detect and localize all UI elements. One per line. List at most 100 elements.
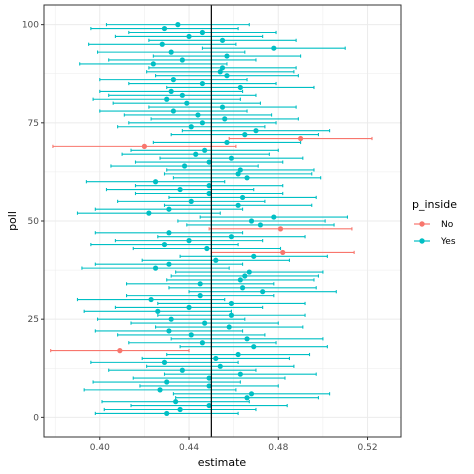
- estimate-point: [217, 363, 223, 369]
- estimate-point: [157, 387, 163, 393]
- estimate-point: [170, 77, 177, 83]
- estimate-point: [271, 214, 277, 220]
- estimate-point: [239, 194, 246, 201]
- estimate-point: [202, 320, 208, 326]
- estimate-point: [186, 33, 192, 40]
- estimate-point: [244, 395, 250, 401]
- estimate-point: [159, 41, 165, 47]
- y-tick-label: 75: [28, 119, 39, 129]
- estimate-point: [166, 328, 172, 334]
- estimate-point: [206, 183, 212, 189]
- legend: p_inside No Yes: [412, 198, 457, 247]
- estimate-point: [197, 281, 203, 287]
- estimate-point: [237, 84, 243, 91]
- estimate-point: [148, 296, 154, 303]
- estimate-point: [206, 375, 212, 381]
- estimate-point: [237, 277, 243, 283]
- estimate-point: [246, 269, 252, 275]
- estimate-point: [117, 348, 123, 354]
- legend-label-no: No: [441, 220, 454, 230]
- estimate-point: [228, 155, 235, 161]
- estimate-point: [206, 402, 212, 409]
- estimate-point: [164, 379, 170, 385]
- estimate-point: [219, 65, 226, 71]
- estimate-point: [166, 230, 172, 236]
- estimate-point: [193, 151, 199, 157]
- legend-key-no: No: [414, 220, 454, 230]
- estimate-point: [188, 198, 194, 204]
- y-tick-label: 50: [28, 217, 40, 227]
- legend-key-no-point: [419, 221, 425, 227]
- estimate-point: [251, 253, 257, 259]
- estimate-point: [251, 344, 257, 350]
- estimate-point: [173, 399, 179, 405]
- estimate-point: [166, 206, 172, 212]
- estimate-point: [177, 406, 183, 413]
- estimate-point: [199, 29, 206, 36]
- estimate-point: [164, 410, 170, 417]
- estimate-point: [184, 100, 190, 106]
- estimate-point: [195, 112, 201, 118]
- estimate-point: [224, 53, 230, 59]
- estimate-point: [152, 179, 159, 185]
- y-axis-title: poll: [6, 211, 19, 231]
- legend-key-yes-point: [419, 238, 425, 244]
- estimate-point: [199, 80, 206, 87]
- estimate-point: [248, 218, 255, 224]
- estimate-point: [179, 367, 185, 373]
- estimate-point: [257, 222, 264, 228]
- y-tick-label: 100: [22, 21, 39, 31]
- estimate-point: [237, 167, 243, 173]
- estimate-point: [181, 163, 188, 169]
- x-tick-label: 0.52: [358, 443, 378, 453]
- estimate-point: [297, 135, 304, 142]
- legend-key-yes: Yes: [414, 237, 456, 247]
- estimate-point: [206, 190, 212, 197]
- data-marks: [50, 5, 373, 437]
- estimate-point: [224, 139, 230, 146]
- estimate-point: [141, 143, 148, 149]
- estimate-point: [228, 234, 235, 240]
- estimate-point: [186, 304, 192, 310]
- estimate-point: [161, 241, 168, 248]
- estimate-point: [206, 159, 212, 165]
- legend-label-yes: Yes: [440, 237, 456, 247]
- estimate-point: [161, 25, 168, 32]
- estimate-point: [260, 289, 266, 295]
- estimate-point: [217, 69, 223, 75]
- estimate-point: [188, 124, 194, 130]
- estimate-point: [248, 391, 255, 397]
- legend-title: p_inside: [412, 198, 457, 211]
- estimate-point: [239, 285, 246, 291]
- estimate-point: [280, 249, 286, 256]
- estimate-point: [228, 300, 235, 307]
- estimate-point: [186, 238, 192, 244]
- estimate-point: [150, 61, 156, 67]
- estimate-point: [161, 359, 168, 365]
- estimate-point: [199, 120, 206, 126]
- estimate-point: [242, 273, 248, 279]
- estimate-point: [277, 226, 284, 232]
- estimate-point: [204, 245, 210, 252]
- estimate-point: [199, 340, 206, 346]
- estimate-point: [271, 45, 277, 51]
- estimate-point: [244, 175, 250, 181]
- estimate-point: [213, 355, 219, 362]
- y-tick-label: 0: [33, 413, 39, 423]
- y-axis-ticks: 0 25 50 75 100: [22, 21, 44, 423]
- estimate-point: [224, 73, 230, 79]
- estimate-point: [188, 332, 194, 338]
- estimate-point: [155, 308, 161, 314]
- estimate-point: [177, 186, 183, 193]
- estimate-point: [168, 49, 174, 55]
- estimate-point: [219, 104, 226, 110]
- estimate-point: [228, 312, 235, 318]
- estimate-point: [202, 147, 208, 153]
- estimate-point: [235, 171, 241, 177]
- estimate-point: [152, 265, 159, 271]
- x-axis-title: estimate: [198, 456, 247, 469]
- estimate-point: [213, 257, 219, 263]
- x-tick-label: 0.40: [90, 443, 110, 453]
- estimate-point: [226, 324, 232, 330]
